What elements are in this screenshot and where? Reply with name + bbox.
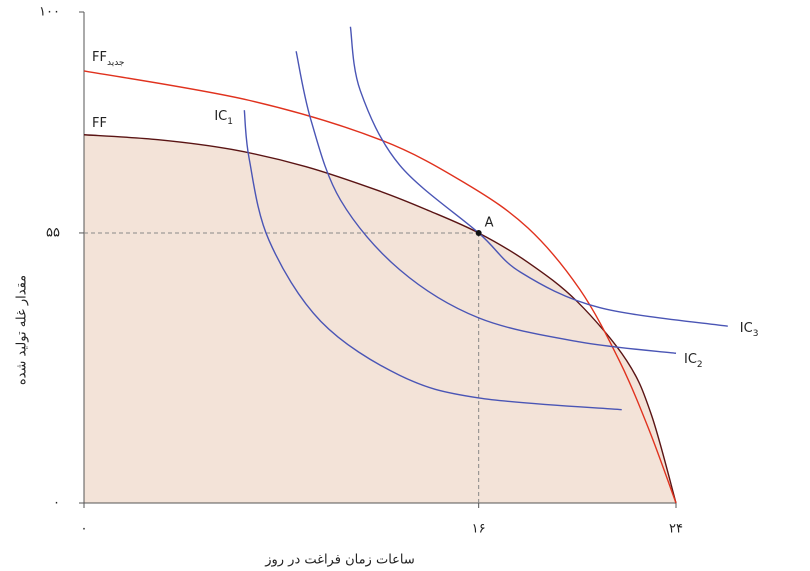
series-label: FF bbox=[92, 115, 107, 130]
curve bbox=[83, 70, 677, 504]
x-axis-label: ساعات زمان فراغت در روز bbox=[264, 553, 415, 568]
series-subscript: جدید bbox=[107, 57, 125, 67]
point-label: A bbox=[485, 215, 494, 230]
curve bbox=[243, 110, 622, 411]
series-label: IC1 bbox=[214, 109, 233, 127]
x-tick-label: ۰ bbox=[81, 522, 88, 537]
y-tick-label: ۵۵ bbox=[46, 225, 60, 240]
series-name: IC bbox=[740, 321, 753, 336]
curve bbox=[295, 51, 677, 354]
feasible-area bbox=[84, 134, 676, 503]
y-tick-label: ۱۰۰ bbox=[39, 5, 60, 20]
y-axis-label: مقدار غله تولید شده bbox=[15, 275, 30, 385]
series-label: IC3 bbox=[740, 321, 759, 339]
series-name: IC bbox=[214, 109, 227, 124]
series-subscript: 3 bbox=[753, 329, 759, 339]
series-subscript: 2 bbox=[697, 360, 703, 370]
curve bbox=[83, 134, 677, 504]
series-label: FFجدید bbox=[92, 49, 125, 67]
series-name: IC bbox=[684, 352, 697, 367]
point bbox=[475, 229, 482, 236]
x-tick-label: ۲۴ bbox=[669, 522, 683, 537]
y-tick-label: ۰ bbox=[53, 496, 60, 511]
series-name: FF bbox=[92, 115, 107, 130]
series-name: FF bbox=[92, 49, 107, 64]
x-tick-label: ۱۶ bbox=[472, 522, 486, 537]
series-label: IC2 bbox=[684, 352, 703, 370]
series-subscript: 1 bbox=[227, 117, 233, 127]
